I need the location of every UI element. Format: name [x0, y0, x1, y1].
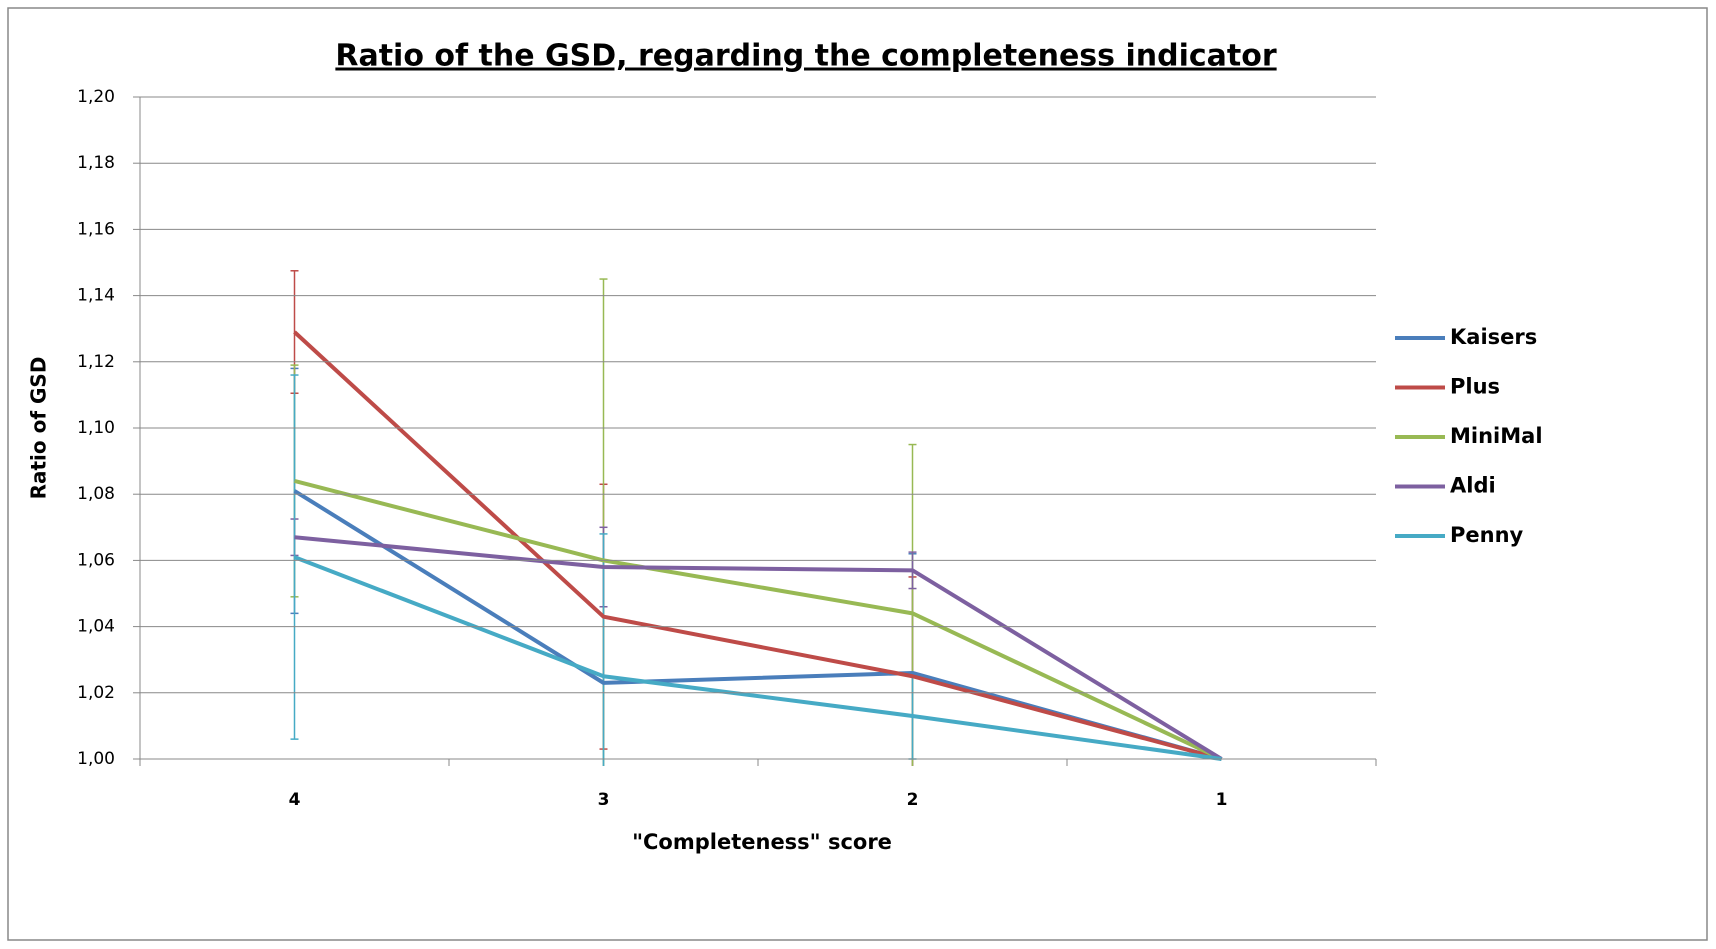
y-tick-label: 1,06: [77, 550, 115, 570]
series-line: [294, 479, 1223, 761]
y-tick-label: 1,08: [77, 484, 115, 504]
legend-label: Aldi: [1450, 474, 1496, 498]
x-tick-label: 1: [1216, 790, 1228, 810]
y-tick-label: 1,20: [77, 87, 115, 107]
x-tick-label: 2: [907, 790, 919, 810]
y-axis-label: Ratio of GSD: [27, 357, 51, 500]
legend-label: Penny: [1450, 523, 1524, 547]
y-tick-label: 1,12: [77, 352, 115, 372]
y-tick-label: 1,18: [77, 153, 115, 173]
y-tick-label: 1,00: [77, 749, 115, 769]
y-tick-label: 1,16: [77, 219, 115, 239]
y-tick-label: 1,02: [77, 683, 115, 703]
y-tick-label: 1,04: [77, 617, 115, 637]
legend-label: Kaisers: [1450, 325, 1537, 349]
y-tick-label: 1,14: [77, 286, 115, 306]
series-line: [293, 330, 1223, 761]
legend-label: Plus: [1450, 375, 1500, 399]
y-tick-label: 1,10: [77, 418, 115, 438]
chart-title: Ratio of the GSD, regarding the complete…: [335, 39, 1276, 74]
legend-label: MiniMal: [1450, 424, 1543, 448]
x-tick-label: 4: [289, 790, 301, 810]
series-line: [293, 555, 1222, 761]
series-line: [294, 535, 1223, 761]
x-tick-label: 3: [598, 790, 610, 810]
x-axis-label: "Completeness" score: [632, 830, 892, 854]
